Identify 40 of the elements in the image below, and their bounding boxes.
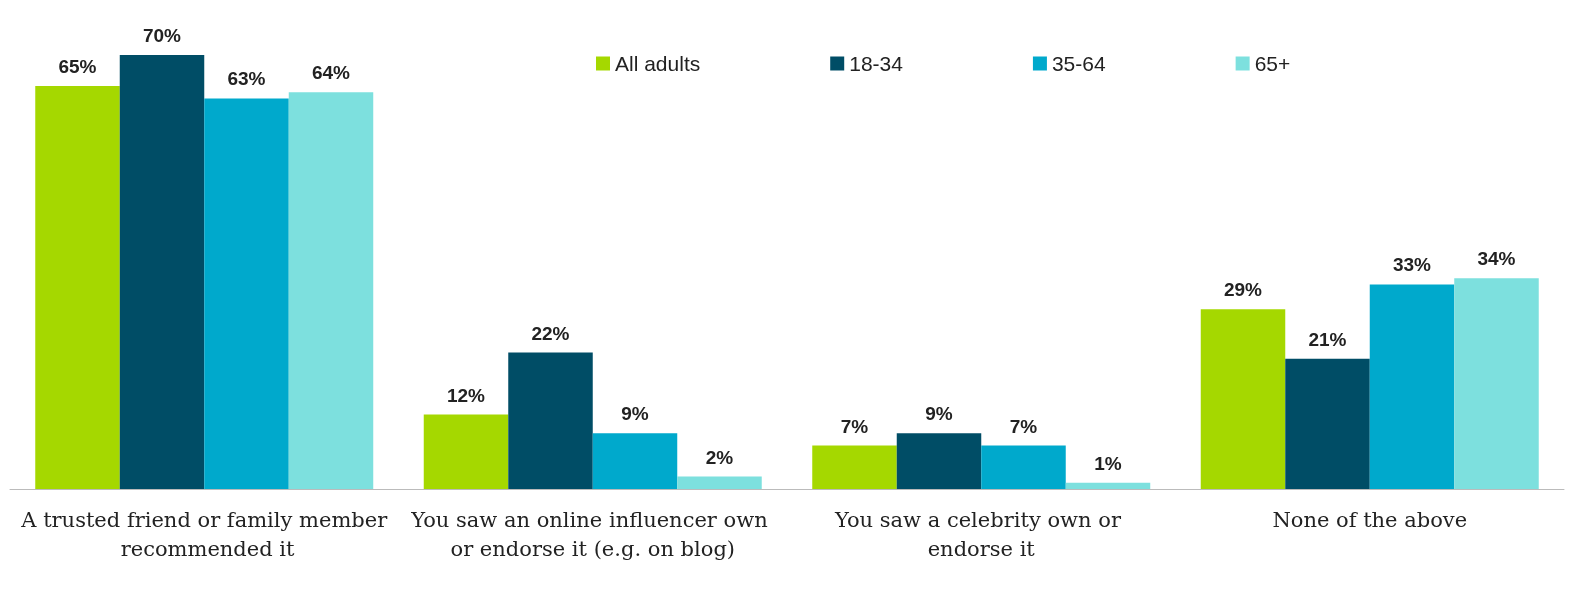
bar <box>812 445 897 489</box>
data-label: 9% <box>621 403 649 425</box>
data-label: 29% <box>1223 279 1263 301</box>
data-label: 64% <box>311 62 351 84</box>
bar <box>1285 358 1370 489</box>
bar <box>1369 284 1455 489</box>
data-label: 2% <box>705 446 734 468</box>
bar <box>508 352 593 489</box>
x-tick-label: A trusted friend or family member recommended it <box>20 507 389 561</box>
data-label: 22% <box>531 322 570 344</box>
data-label: 21% <box>1308 328 1347 350</box>
data-label: 7% <box>1009 415 1038 437</box>
bar <box>677 476 762 489</box>
data-label: 9% <box>925 403 953 425</box>
data-label: 1% <box>1094 452 1122 474</box>
legend-label: 18-34 <box>849 52 904 75</box>
legend-label: All adults <box>615 52 701 75</box>
bar <box>423 414 509 489</box>
bar <box>288 92 374 489</box>
data-label: 33% <box>1392 254 1432 276</box>
x-tick-label: None of the above <box>1272 507 1468 532</box>
bar <box>1065 482 1151 489</box>
bar <box>592 433 678 489</box>
data-label: 12% <box>446 384 486 406</box>
x-tick-label: You saw an online influencer own or endorse it (e.g. on blog) <box>410 507 775 561</box>
legend-label: 35-64 <box>1051 52 1106 75</box>
bar <box>204 98 289 489</box>
data-label: 7% <box>840 415 869 437</box>
legend-label: 65+ <box>1254 52 1291 75</box>
bar <box>1454 278 1539 489</box>
bar <box>896 433 982 489</box>
data-label: 65% <box>58 56 97 77</box>
data-label: 70% <box>142 25 182 46</box>
data-label: 63% <box>227 68 266 90</box>
x-tick-label: You saw a celebrity own or endorse it <box>833 507 1128 561</box>
bar <box>1200 309 1286 489</box>
bar <box>119 55 205 489</box>
bar <box>981 445 1066 489</box>
bar <box>35 86 120 489</box>
data-label: 34% <box>1477 248 1516 270</box>
